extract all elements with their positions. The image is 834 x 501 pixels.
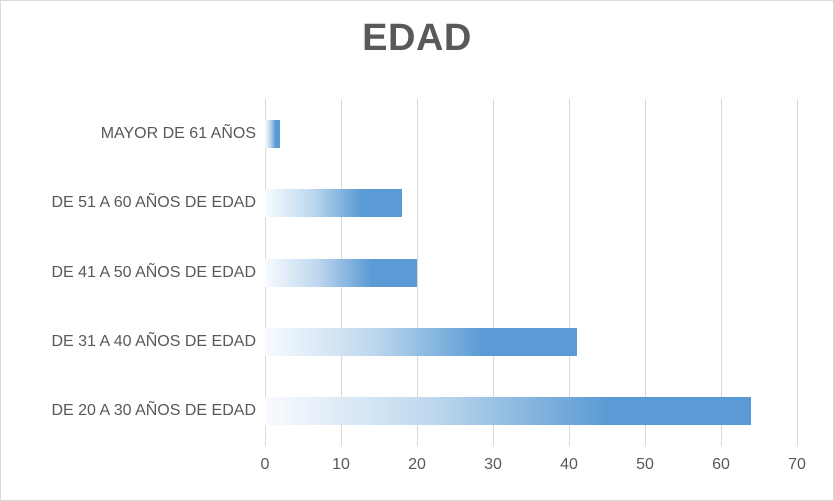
x-axis-tick-label: 70: [788, 456, 806, 473]
chart-title: EDAD: [362, 17, 472, 59]
category-label: MAYOR DE 61 AÑOS: [100, 124, 256, 142]
gridline: [721, 99, 722, 446]
bar: [265, 397, 752, 426]
gridline: [645, 99, 646, 446]
x-axis-tick-label: 20: [408, 456, 426, 473]
x-axis-tick-label: 40: [560, 456, 578, 473]
category-label: DE 20 A 30 AÑOS DE EDAD: [51, 402, 256, 420]
category-label: DE 41 A 50 AÑOS DE EDAD: [51, 263, 256, 281]
gridline: [417, 99, 418, 446]
bar: [265, 189, 402, 218]
category-label: DE 31 A 40 AÑOS DE EDAD: [51, 332, 256, 350]
x-axis-tick-label: 0: [260, 456, 270, 473]
gridline: [569, 99, 570, 446]
x-axis-tick-label: 30: [484, 456, 502, 473]
gridline: [797, 99, 798, 446]
x-axis-tick-label: 50: [636, 456, 654, 473]
bar: [265, 327, 577, 356]
bar: [265, 258, 417, 287]
x-axis-tick-label: 10: [332, 456, 350, 473]
x-axis-tick-label: 60: [712, 456, 730, 473]
gridline: [493, 99, 494, 446]
category-label: DE 51 A 60 AÑOS DE EDAD: [51, 194, 256, 212]
bar: [265, 119, 281, 148]
